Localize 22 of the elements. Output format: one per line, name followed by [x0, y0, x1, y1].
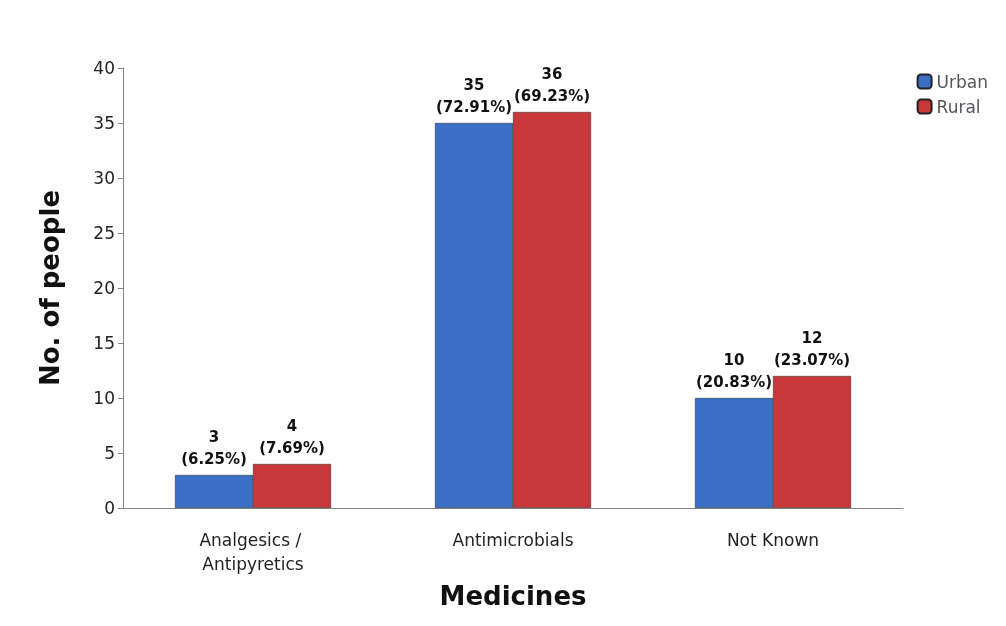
- data-label: 35 (72.91%): [435, 76, 513, 116]
- y-tick-label: 35: [93, 113, 115, 133]
- x-tick-label: Antimicrobials: [452, 530, 574, 550]
- y-tick-label: 30: [93, 168, 115, 188]
- data-label: 3 (6.25%): [181, 428, 247, 468]
- x-tick-label: Analgesics / Antipyretics: [199, 530, 307, 574]
- y-tick-label: 15: [93, 333, 115, 353]
- data-label: 4 (7.69%): [259, 417, 325, 457]
- x-axis-title: Medicines: [439, 581, 587, 611]
- legend-label: Rural: [936, 96, 981, 117]
- data-label: 10 (20.83%): [695, 351, 773, 391]
- y-tick-label: 40: [93, 58, 115, 78]
- y-tick-label: 20: [93, 278, 115, 298]
- data-label: 36 (69.23%): [513, 65, 591, 105]
- y-tick-label: 10: [93, 388, 115, 408]
- legend-label: Urban: [936, 71, 989, 92]
- y-tick-label: 25: [93, 223, 115, 243]
- y-axis-title: No. of people: [35, 189, 65, 387]
- y-tick-label: 5: [104, 443, 115, 463]
- y-tick-label: 0: [104, 498, 115, 518]
- x-tick-label: Not Known: [726, 530, 820, 550]
- data-label: 12 (23.07%): [773, 329, 851, 369]
